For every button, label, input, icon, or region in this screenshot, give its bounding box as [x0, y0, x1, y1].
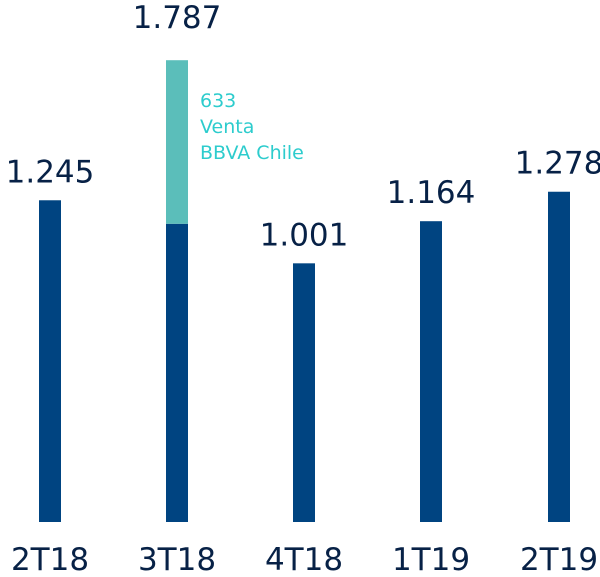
segment-name: Venta BBVA Chile	[200, 116, 304, 165]
total-label: 1.787	[133, 0, 222, 36]
data-label: 1.245	[6, 154, 95, 190]
x-tick-label: 1T19	[392, 542, 470, 577]
x-tick-label: 3T18	[138, 542, 216, 577]
x-tick-label: 2T18	[11, 542, 89, 577]
data-label: 1.164	[387, 175, 476, 211]
bar-segment	[548, 191, 570, 522]
x-tick-label: 2T19	[520, 542, 598, 577]
data-label: 1.001	[260, 217, 349, 253]
segment-label-text: 633 Venta BBVA Chile	[200, 88, 304, 166]
bar-segment	[420, 221, 442, 523]
bar-segment	[293, 263, 315, 522]
x-tick-label: 4T18	[265, 542, 343, 577]
segment-label: 633 Venta BBVA Chile	[200, 88, 304, 166]
segment-value: 633	[200, 90, 237, 113]
data-label: 1.278	[515, 146, 600, 182]
bar-segment	[166, 223, 188, 522]
bar-segment	[166, 60, 188, 224]
bar-segment	[39, 200, 61, 522]
